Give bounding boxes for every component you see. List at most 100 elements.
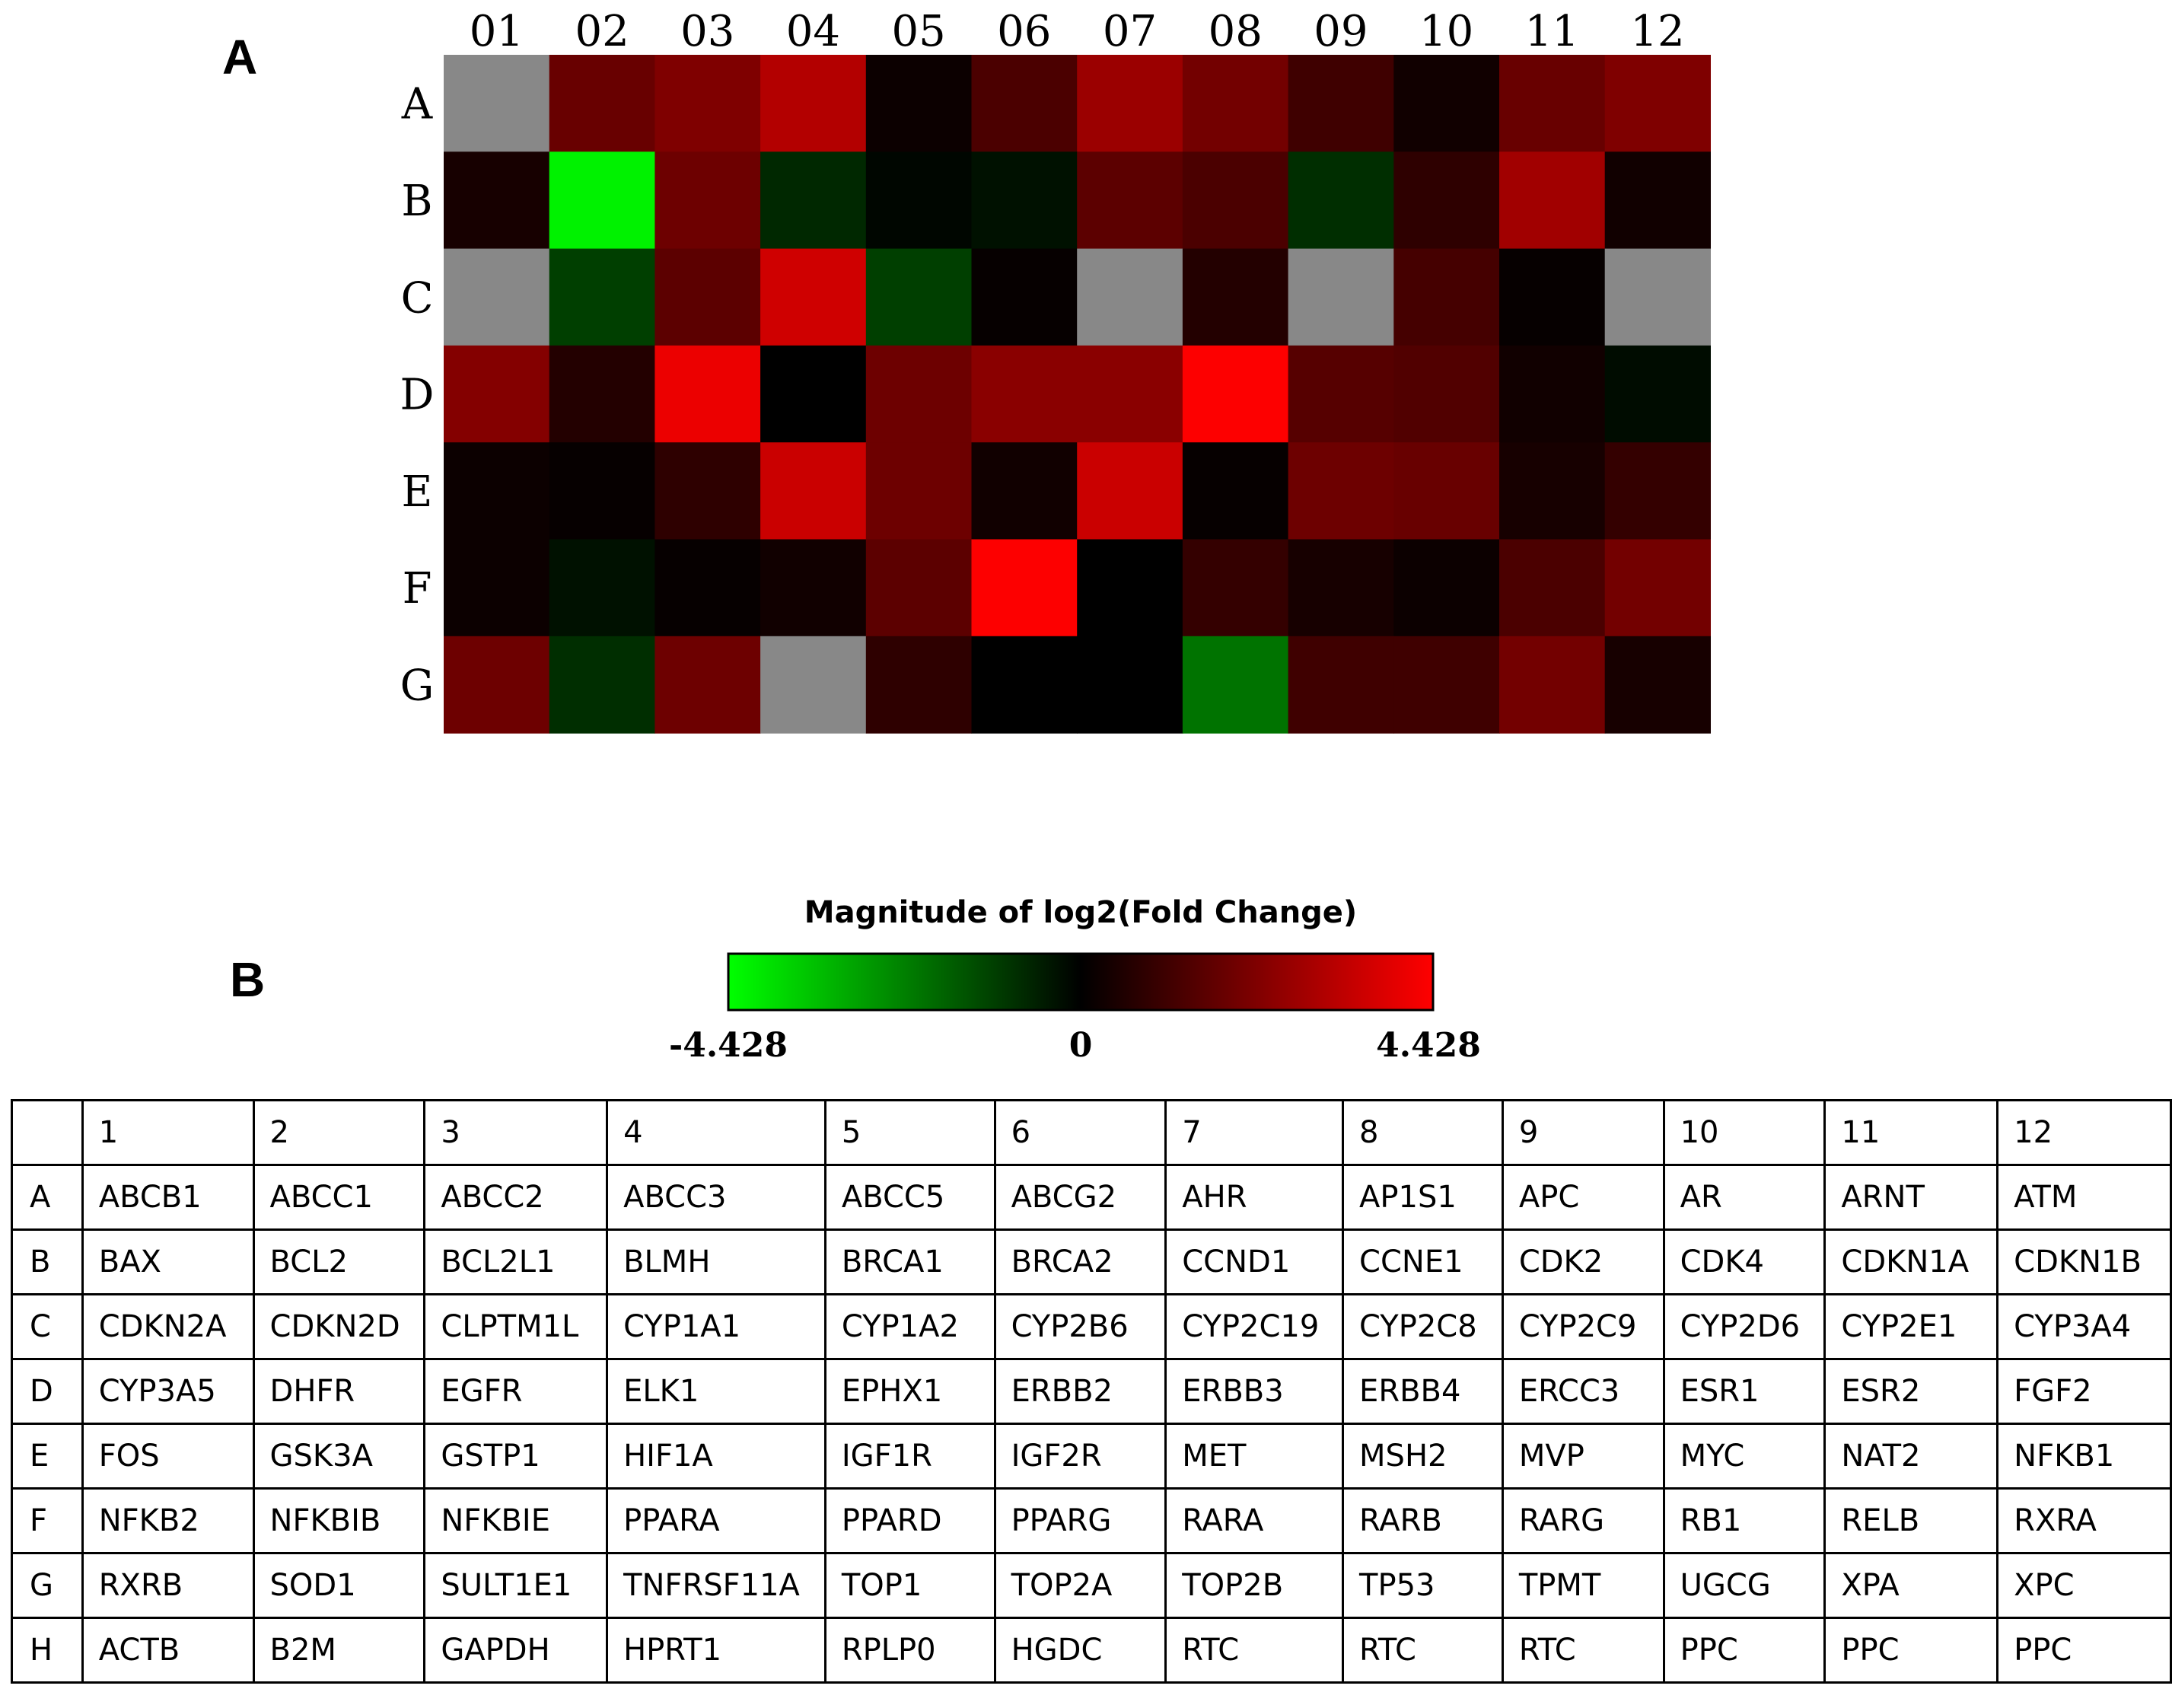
table-cell: MET: [1164, 1423, 1345, 1490]
table-row-label: A: [11, 1164, 84, 1231]
table-cell: AP1S1: [1342, 1164, 1504, 1231]
heatmap-column-label: 01: [470, 7, 524, 56]
table-cell: NFKB2: [81, 1487, 255, 1554]
heatmap-cell-b-06: [971, 151, 1078, 250]
heatmap-cell-e-06: [971, 442, 1078, 540]
table-cell: PPARA: [606, 1487, 826, 1554]
heatmap-column-label: 05: [891, 7, 945, 56]
table-cell: CYP3A5: [81, 1358, 255, 1425]
colorbar-title: Magnitude of log2(Fold Change): [804, 895, 1357, 930]
heatmap-cell-f-10: [1393, 539, 1500, 637]
table-cell: PPARG: [993, 1487, 1167, 1554]
table-cell: BRCA2: [993, 1228, 1167, 1295]
heatmap-cell-g-07: [1077, 636, 1183, 734]
table-cell: TPMT: [1501, 1552, 1665, 1619]
heatmap-cell-e-01: [444, 442, 550, 540]
heatmap-cell-b-09: [1288, 151, 1394, 250]
heatmap-column-labels: 01 02 03 04 05 06 07 08 09 10 11 12: [470, 7, 1685, 56]
heatmap-cell-e-04: [760, 442, 867, 540]
heatmap-cell-b-01: [444, 151, 550, 250]
table-cell: RARG: [1501, 1487, 1665, 1554]
heatmap-cell-b-07: [1077, 151, 1183, 250]
table-cell: FGF2: [1996, 1358, 2172, 1425]
colorbar-gradient: [727, 952, 1435, 1012]
heatmap-cell-f-05: [865, 539, 973, 637]
table-header-cell: 10: [1662, 1099, 1826, 1166]
colorbar-min-label: -4.428: [669, 1026, 788, 1065]
heatmap-row-label: F: [403, 564, 432, 613]
heatmap-column-label: 09: [1314, 7, 1368, 56]
heatmap-cell-c-05: [865, 248, 973, 346]
heatmap-cell-b-05: [865, 151, 973, 250]
table-cell: BLMH: [606, 1228, 826, 1295]
table-cell: RARB: [1342, 1487, 1504, 1554]
heatmap-cell-g-12: [1604, 636, 1711, 734]
table-cell: GAPDH: [423, 1617, 609, 1684]
table-cell: ERBB2: [993, 1358, 1167, 1425]
table-header-cell: 2: [252, 1099, 426, 1166]
table-row-label: E: [11, 1423, 84, 1490]
table-cell: CYP2C19: [1164, 1293, 1345, 1360]
heatmap-cell-e-02: [549, 442, 655, 540]
table-cell: IGF1R: [823, 1423, 996, 1490]
table-cell: B2M: [252, 1617, 426, 1684]
heatmap-cell-g-02: [549, 636, 655, 734]
table-cell: HPRT1: [606, 1617, 826, 1684]
table-cell: ABCC1: [252, 1164, 426, 1231]
table-cell: CYP1A2: [823, 1293, 996, 1360]
heatmap-cell-a-10: [1393, 55, 1500, 152]
heatmap-row-label: E: [402, 467, 433, 517]
table-cell: MVP: [1501, 1423, 1665, 1490]
table-cell: IGF2R: [993, 1423, 1167, 1490]
table-cell: ABCC5: [823, 1164, 996, 1231]
table-cell: CYP2E1: [1823, 1293, 1999, 1360]
heatmap-cell-a-09: [1288, 55, 1394, 152]
table-cell: EPHX1: [823, 1358, 996, 1425]
table-cell: CYP2C8: [1342, 1293, 1504, 1360]
heatmap-cell-f-08: [1182, 539, 1289, 637]
heatmap-cell-b-10: [1393, 151, 1500, 250]
heatmap-cell-f-03: [654, 539, 761, 637]
table-cell: BCL2: [252, 1228, 426, 1295]
panel-a-label: A: [222, 30, 258, 84]
heatmap-column-label: 10: [1419, 7, 1473, 56]
table-cell: FOS: [81, 1423, 255, 1490]
table-cell: ABCC2: [423, 1164, 609, 1231]
heatmap-cell-c-11: [1499, 248, 1606, 346]
table-cell: CDK4: [1662, 1228, 1826, 1295]
table-cell: MYC: [1662, 1423, 1826, 1490]
heatmap-cell-d-09: [1288, 345, 1394, 443]
table-cell: BAX: [81, 1228, 255, 1295]
table-cell: BCL2L1: [423, 1228, 609, 1295]
heatmap-cell-d-03: [654, 345, 761, 443]
heatmap-cell-f-01: [444, 539, 550, 637]
table-cell: SOD1: [252, 1552, 426, 1619]
table-cell: GSTP1: [423, 1423, 609, 1490]
heatmap-cell-c-04: [760, 248, 867, 346]
table-cell: TOP2B: [1164, 1552, 1345, 1619]
table-cell: DHFR: [252, 1358, 426, 1425]
table-row: E FOS GSK3A GSTP1 HIF1A IGF1R IGF2R MET MSH2 MVP M…: [11, 1423, 2172, 1490]
colorbar-zero-label: 0: [1069, 1026, 1093, 1065]
table-cell: NFKBIE: [423, 1487, 609, 1554]
table-cell: EGFR: [423, 1358, 609, 1425]
heatmap-cell-c-10: [1393, 248, 1500, 346]
heatmap-cell-f-04: [760, 539, 867, 637]
table-cell: CLPTM1L: [423, 1293, 609, 1360]
table-cell: NFKB1: [1996, 1423, 2172, 1490]
heatmap-row-label: B: [401, 177, 432, 226]
table-row-label: D: [11, 1358, 84, 1425]
table-cell: HIF1A: [606, 1423, 826, 1490]
table-cell: NAT2: [1823, 1423, 1999, 1490]
heatmap-column-label: 02: [575, 7, 629, 56]
heatmap-cell-g-08: [1182, 636, 1289, 734]
heatmap-cell-a-11: [1499, 55, 1606, 152]
table-cell: APC: [1501, 1164, 1665, 1231]
heatmap-cell-a-04: [760, 55, 867, 152]
table-cell: ABCC3: [606, 1164, 826, 1231]
table-cell: ELK1: [606, 1358, 826, 1425]
table-row: B BAX BCL2 BCL2L1 BLMH BRCA1 BRCA2 CCND1 CCNE1 CD…: [11, 1228, 2172, 1295]
heatmap-cell-b-03: [654, 151, 761, 250]
heatmap-cell-b-11: [1499, 151, 1606, 250]
